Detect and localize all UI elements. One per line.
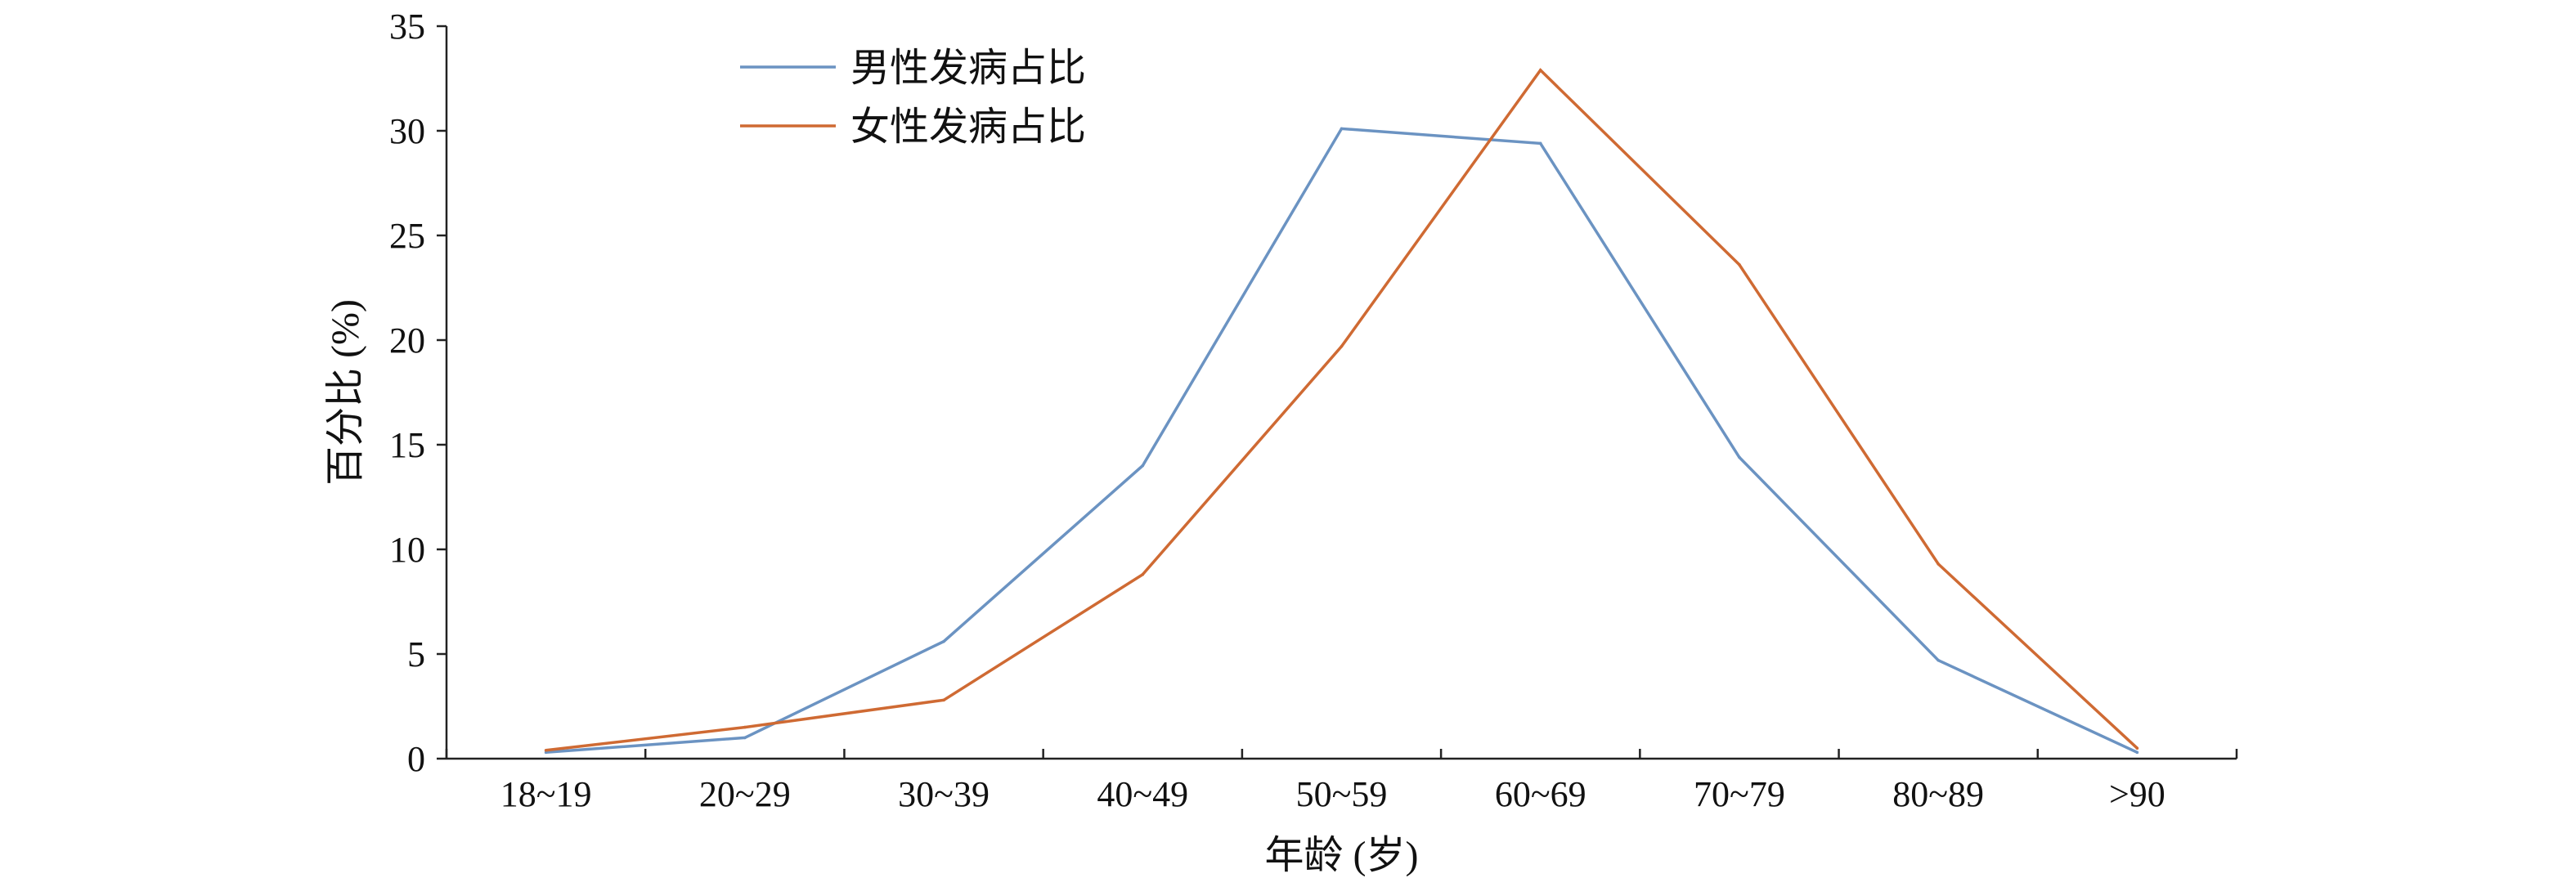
y-tick-label: 25 bbox=[389, 216, 425, 256]
data-point bbox=[1538, 68, 1542, 72]
y-tick-label: 0 bbox=[407, 739, 425, 779]
y-tick-label: 30 bbox=[389, 111, 425, 151]
x-axis-title: 年龄 (岁) bbox=[1265, 834, 1419, 877]
x-tick-label: 50~59 bbox=[1296, 774, 1388, 814]
data-point bbox=[2135, 746, 2139, 750]
y-tick-label: 15 bbox=[389, 425, 425, 465]
y-tick-label: 20 bbox=[389, 320, 425, 361]
y-tick-label: 35 bbox=[389, 7, 425, 47]
data-point bbox=[1340, 344, 1344, 348]
x-tick-label: >90 bbox=[2109, 774, 2165, 814]
data-point bbox=[1538, 141, 1542, 146]
data-point bbox=[1141, 464, 1145, 468]
data-point bbox=[743, 736, 747, 740]
data-point bbox=[1738, 455, 1741, 459]
x-tick-label: 18~19 bbox=[500, 774, 592, 814]
data-point bbox=[942, 639, 945, 643]
series-line-1 bbox=[545, 68, 2138, 752]
data-point bbox=[1936, 562, 1940, 566]
x-tick-label: 80~89 bbox=[1892, 774, 1984, 814]
y-tick-label: 5 bbox=[407, 634, 425, 674]
data-point bbox=[544, 748, 548, 752]
legend-label-0: 男性发病占比 bbox=[850, 47, 1086, 90]
x-tick-label: 20~29 bbox=[699, 774, 791, 814]
data-point bbox=[1340, 127, 1344, 131]
data-point bbox=[1738, 263, 1741, 267]
data-point bbox=[1936, 658, 1940, 662]
data-point bbox=[743, 725, 747, 729]
axes: 0 5 10 15 20 25 30 35 18~19 20~29 30~39 40~49 50~59 6… bbox=[389, 7, 2238, 814]
x-tick-label: 30~39 bbox=[898, 774, 990, 814]
y-tick-label: 10 bbox=[389, 530, 425, 570]
series-lines bbox=[544, 68, 2139, 755]
y-axis-title: 百分比 (%) bbox=[324, 299, 367, 486]
data-point bbox=[2135, 750, 2139, 755]
series-line-0 bbox=[545, 127, 2138, 755]
data-point bbox=[1141, 572, 1145, 576]
x-tick-label: 40~49 bbox=[1097, 774, 1188, 814]
x-tick-label: 70~79 bbox=[1694, 774, 1785, 814]
data-point bbox=[942, 698, 945, 702]
legend-label-1: 女性发病占比 bbox=[850, 105, 1086, 149]
x-tick-label: 60~69 bbox=[1495, 774, 1586, 814]
